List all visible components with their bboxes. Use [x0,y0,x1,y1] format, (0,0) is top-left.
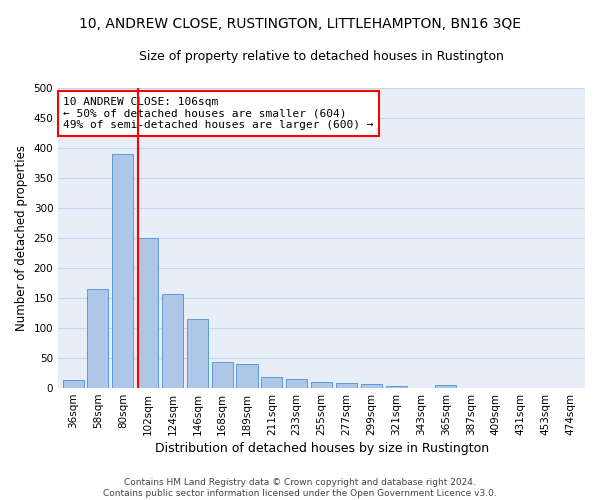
Bar [361,384,382,388]
Bar [262,378,283,388]
X-axis label: Distribution of detached houses by size in Rustington: Distribution of detached houses by size … [155,442,488,455]
Bar [187,319,208,388]
Title: Size of property relative to detached houses in Rustington: Size of property relative to detached ho… [139,50,504,63]
Bar [62,380,83,388]
Bar [212,362,233,388]
Bar [286,379,307,388]
Text: 10, ANDREW CLOSE, RUSTINGTON, LITTLEHAMPTON, BN16 3QE: 10, ANDREW CLOSE, RUSTINGTON, LITTLEHAMP… [79,18,521,32]
Bar [311,382,332,388]
Bar [435,385,457,388]
Bar [112,154,133,388]
Text: Contains HM Land Registry data © Crown copyright and database right 2024.
Contai: Contains HM Land Registry data © Crown c… [103,478,497,498]
Bar [236,364,257,388]
Bar [336,384,357,388]
Bar [162,294,183,388]
Bar [386,386,407,388]
Y-axis label: Number of detached properties: Number of detached properties [15,145,28,331]
Bar [88,289,109,388]
Text: 10 ANDREW CLOSE: 106sqm
← 50% of detached houses are smaller (604)
49% of semi-d: 10 ANDREW CLOSE: 106sqm ← 50% of detache… [64,97,374,130]
Bar [137,238,158,388]
